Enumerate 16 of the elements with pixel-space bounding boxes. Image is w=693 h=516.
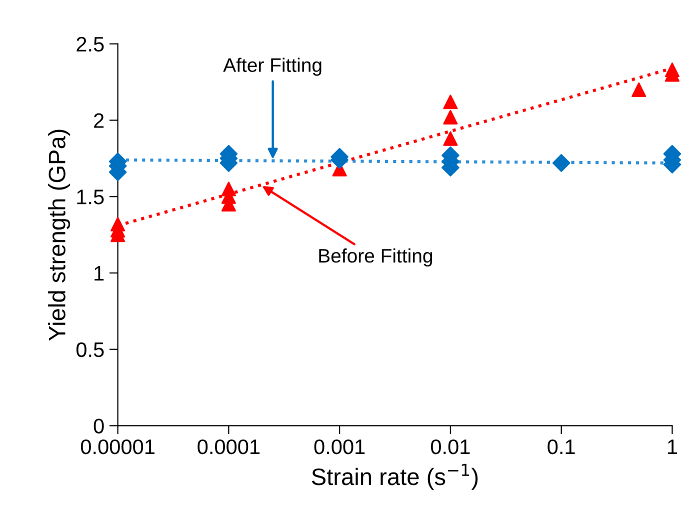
x-tick-label: 0.1 xyxy=(548,439,575,454)
annotation: Before Fitting xyxy=(319,248,432,267)
y-tick-label: 0.5 xyxy=(76,342,104,358)
annotation: After Fitting xyxy=(223,58,322,76)
y-tick-label: 2 xyxy=(94,113,104,128)
x-tick-label: 1 xyxy=(668,440,677,454)
y-tick-label: 1.5 xyxy=(77,190,104,204)
y-tick-label: 2.5 xyxy=(76,36,104,52)
y-axis-title: Yield strength (GPa) xyxy=(48,130,70,341)
x-tick-label: 0.001 xyxy=(314,439,365,454)
x-tick-label: 0.0001 xyxy=(198,439,260,454)
x-axis-title: Strain rate (s$^{−1}$) xyxy=(312,464,478,490)
x-tick-label: 0.00001 xyxy=(80,439,154,454)
x-tick-label: 0.01 xyxy=(430,439,470,454)
y-tick-label: 1 xyxy=(94,266,104,281)
y-tick-label: 0 xyxy=(94,418,104,434)
